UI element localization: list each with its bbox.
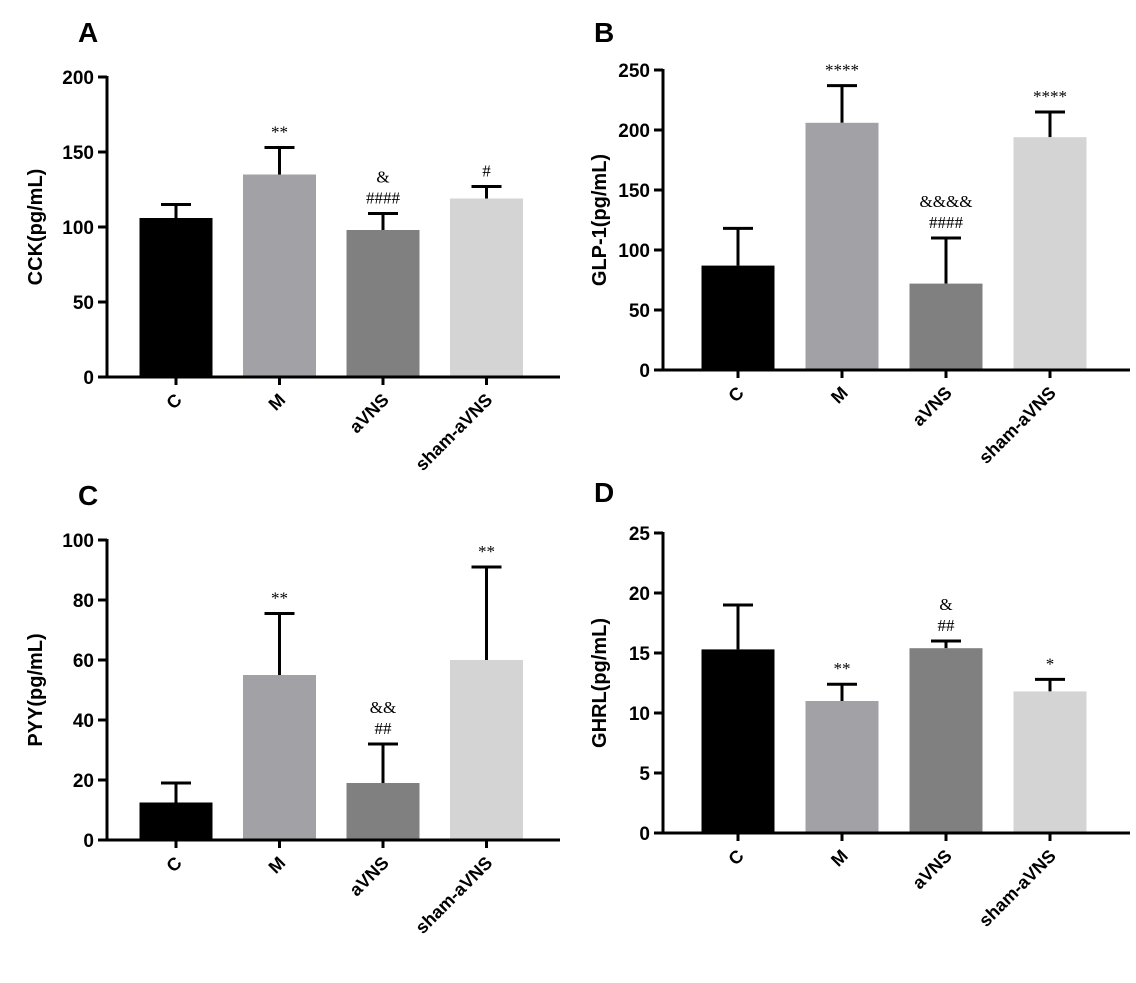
significance-mark: ** <box>271 123 288 142</box>
bar-C <box>701 649 775 833</box>
y-tick-label: 0 <box>83 831 94 852</box>
category-label: aVNS <box>908 846 955 893</box>
panel-label: A <box>78 17 98 48</box>
y-tick-label: 100 <box>62 218 94 239</box>
significance-mark: & <box>376 168 389 187</box>
significance-mark: ** <box>271 589 288 608</box>
panel-D: D GHRL(pg/mL) C ** M & ## aVNS * sham-aVNS 0 5 10 15 2… <box>589 477 1130 931</box>
category-label: M <box>827 846 852 871</box>
y-tick-label: 100 <box>62 531 94 552</box>
y-tick-label: 150 <box>618 181 650 202</box>
significance-mark: &&&& <box>920 192 973 211</box>
significance-mark: ** <box>478 542 495 561</box>
bar-sham-aVNS <box>1013 691 1087 833</box>
category-label: sham-aVNS <box>975 383 1060 468</box>
bar-sham-aVNS <box>450 660 523 840</box>
y-tick-label: 50 <box>629 301 650 322</box>
category-label: C <box>724 383 747 406</box>
significance-mark: #### <box>929 213 964 232</box>
y-tick-label: 150 <box>62 143 94 164</box>
bar-C <box>139 802 213 840</box>
bar-sham-aVNS <box>1013 137 1087 370</box>
category-label: aVNS <box>345 853 392 900</box>
y-tick-label: 200 <box>62 68 94 89</box>
panel-C: C PYY(pg/mL) C ** M && ## aVNS ** sham-aVNS 0 20 40 6… <box>25 480 560 938</box>
bar-C <box>139 218 213 377</box>
bar-sham-aVNS <box>450 198 523 377</box>
y-tick-label: 25 <box>629 524 651 545</box>
panel-B: B GLP-1(pg/mL) C **** M &&&& #### aVNS **** sham-… <box>589 17 1130 468</box>
y-tick-label: 200 <box>618 121 650 142</box>
significance-mark: & <box>939 595 952 614</box>
y-tick-label: 0 <box>639 361 650 382</box>
bar-M <box>805 701 879 833</box>
y-tick-label: 50 <box>73 293 94 314</box>
bar-aVNS <box>909 283 983 370</box>
category-label: C <box>162 390 185 413</box>
y-axis-label: PYY(pg/mL) <box>25 633 47 746</box>
bar-M <box>243 675 316 840</box>
y-tick-label: 100 <box>618 241 650 262</box>
panel-label: C <box>78 480 98 511</box>
bar-C <box>701 265 775 370</box>
significance-mark: ## <box>375 719 393 738</box>
y-tick-label: 10 <box>629 704 650 725</box>
y-tick-label: 0 <box>83 368 94 389</box>
category-label: aVNS <box>345 390 392 437</box>
y-axis-label: GLP-1(pg/mL) <box>589 154 611 286</box>
category-label: C <box>162 853 185 876</box>
significance-mark: && <box>370 698 396 717</box>
category-label: aVNS <box>908 383 955 430</box>
bar-aVNS <box>909 648 983 833</box>
significance-mark: ## <box>938 616 956 635</box>
significance-mark: **** <box>1033 87 1067 106</box>
significance-mark: ** <box>834 659 851 678</box>
significance-mark: * <box>1046 654 1055 673</box>
category-label: sham-aVNS <box>411 390 496 475</box>
significance-mark: **** <box>825 61 859 80</box>
panel-label: B <box>594 17 614 48</box>
significance-mark: # <box>482 162 491 181</box>
y-tick-label: 20 <box>73 771 94 792</box>
bar-M <box>805 122 879 370</box>
panel-A: A CCK(pg/mL) C ** M & #### aVNS # sham-aVNS 0 50 100… <box>25 17 560 475</box>
category-label: M <box>265 390 290 415</box>
y-tick-label: 20 <box>629 584 650 605</box>
y-tick-label: 250 <box>618 61 650 82</box>
y-tick-label: 0 <box>639 824 650 845</box>
category-label: C <box>724 846 747 869</box>
y-tick-label: 5 <box>639 764 650 785</box>
bar-aVNS <box>346 230 420 377</box>
category-label: sham-aVNS <box>411 853 496 938</box>
y-tick-label: 15 <box>629 644 651 665</box>
category-label: M <box>827 383 852 408</box>
y-tick-label: 40 <box>73 711 94 732</box>
bar-M <box>243 174 316 377</box>
category-label: sham-aVNS <box>975 846 1060 931</box>
y-axis-label: CCK(pg/mL) <box>25 169 47 286</box>
y-tick-label: 60 <box>73 651 94 672</box>
panel-label: D <box>594 477 614 508</box>
bar-aVNS <box>346 783 420 840</box>
y-tick-label: 80 <box>73 591 94 612</box>
y-axis-label: GHRL(pg/mL) <box>589 618 611 748</box>
category-label: M <box>265 853 290 878</box>
significance-mark: #### <box>366 189 401 208</box>
